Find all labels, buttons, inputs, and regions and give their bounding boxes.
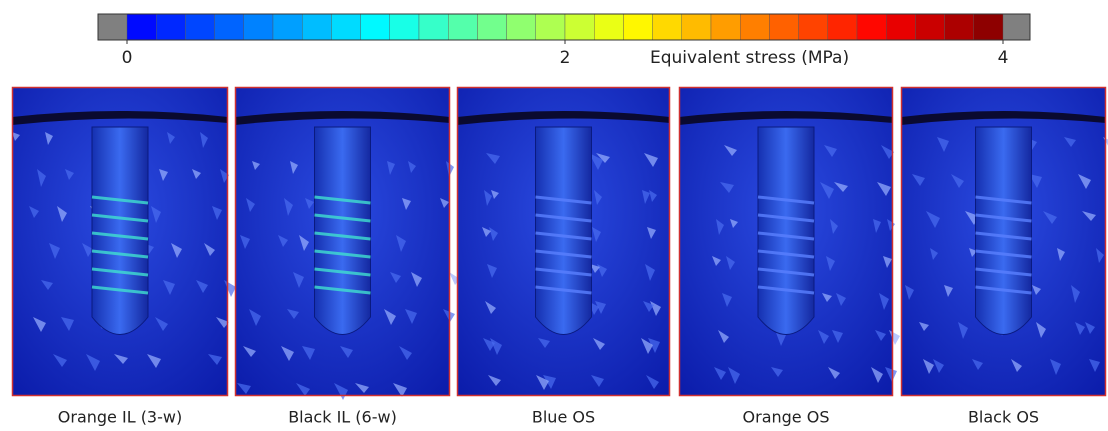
colorbar-segment: [127, 14, 156, 40]
colorbar-segment: [156, 14, 185, 40]
figure: Equivalent stress (MPa) Orange IL (3-w) B…: [0, 0, 1108, 431]
colorbar-segment: [594, 14, 623, 40]
panels: Orange IL (3-w) Black IL (6-w) Blue OS Oran…: [12, 87, 1108, 427]
panel: Blue OS: [457, 87, 670, 427]
colorbar-segment: [361, 14, 390, 40]
colorbar-segment: [740, 14, 769, 40]
colorbar-segment: [857, 14, 886, 40]
colorbar-segment: [536, 14, 565, 40]
panel: Black IL (6-w): [235, 87, 460, 427]
colorbar-segment: [682, 14, 711, 40]
colorbar-segment: [419, 14, 448, 40]
colorbar: [127, 14, 1003, 40]
panel: Orange OS: [679, 87, 900, 427]
colorbar-segment: [974, 14, 1003, 40]
implant: [536, 127, 592, 335]
tick-label: 2: [560, 48, 571, 68]
colorbar-segment: [653, 14, 682, 40]
colorbar-segment: [477, 14, 506, 40]
tick-label: 4: [998, 48, 1009, 68]
panel: Black OS: [901, 87, 1108, 427]
colorbar-segment: [390, 14, 419, 40]
implant: [92, 127, 148, 335]
colorbar-segment: [215, 14, 244, 40]
colorbar-cap: [98, 14, 127, 40]
colorbar-segment: [302, 14, 331, 40]
panel-label: Black IL (6-w): [288, 408, 397, 427]
colorbar-segment: [828, 14, 857, 40]
panel-label: Orange OS: [743, 408, 830, 427]
colorbar-cap: [1003, 14, 1030, 40]
colorbar-segment: [273, 14, 302, 40]
colorbar-segment: [331, 14, 360, 40]
panel-label: Orange IL (3-w): [58, 408, 182, 427]
colorbar-segment: [915, 14, 944, 40]
colorbar-segment: [886, 14, 915, 40]
colorbar-segment: [185, 14, 214, 40]
implant: [758, 127, 814, 335]
colorbar-segment: [565, 14, 594, 40]
colorbar-label: Equivalent stress (MPa): [650, 48, 849, 68]
panel: Orange IL (3-w): [12, 87, 236, 427]
panel-label: Blue OS: [532, 408, 595, 427]
colorbar-segment: [448, 14, 477, 40]
colorbar-segment: [623, 14, 652, 40]
colorbar-segment: [769, 14, 798, 40]
colorbar-segment: [711, 14, 740, 40]
implant: [976, 127, 1032, 335]
colorbar-segment: [507, 14, 536, 40]
colorbar-segment: [244, 14, 273, 40]
tick-label: 0: [122, 48, 133, 68]
colorbar-segment: [799, 14, 828, 40]
colorbar-segment: [945, 14, 974, 40]
implant: [315, 127, 371, 335]
panel-label: Black OS: [968, 408, 1039, 427]
